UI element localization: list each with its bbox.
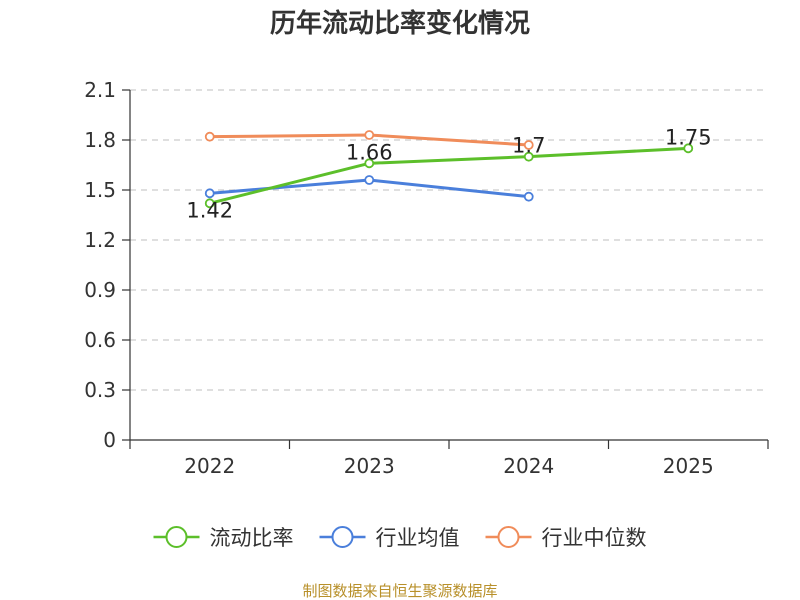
legend-item-3[interactable]: 行业中位数: [485, 526, 647, 550]
data-point: [364, 130, 375, 140]
legend-label: 行业中位数: [542, 526, 647, 550]
y-tick-label: 0.6: [84, 328, 116, 352]
y-tick-label: 1.2: [84, 228, 116, 252]
legend-label: 行业均值: [376, 526, 460, 550]
data-point: [683, 143, 694, 154]
data-label: 1.66: [346, 140, 393, 164]
data-point: [204, 131, 215, 142]
legend[interactable]: 流动比率 行业均值 行业中位数: [153, 526, 647, 550]
y-tick-label: 1.5: [84, 178, 116, 202]
series-layer: [204, 130, 694, 209]
x-tick-label: 2023: [344, 454, 395, 478]
legend-marker-icon: [331, 526, 354, 548]
legend-marker-icon: [165, 526, 188, 548]
data-label: 1.42: [186, 198, 233, 222]
y-tick-label: 1.8: [84, 128, 116, 152]
legend-item-1[interactable]: 流动比率: [153, 526, 294, 550]
data-point: [364, 175, 375, 185]
data-point: [204, 188, 215, 199]
y-tick-label: 2.1: [84, 78, 116, 102]
x-tick-label: 2022: [184, 454, 235, 478]
chart-title: 历年流动比率变化情况: [270, 8, 530, 39]
x-tick-label: 2025: [663, 454, 714, 478]
legend-item-2[interactable]: 行业均值: [319, 526, 460, 550]
y-tick-label: 0: [103, 428, 116, 452]
data-point: [523, 151, 534, 162]
series-3: [204, 130, 534, 150]
grid-lines: [130, 89, 768, 391]
legend-marker-icon: [497, 526, 520, 548]
data-label: 1.7: [512, 134, 545, 158]
data-point: [523, 191, 534, 202]
x-tick-label: 2024: [503, 454, 554, 478]
source-note: 制图数据来自恒生聚源数据库: [302, 582, 497, 600]
axes: 0 0.3 0.6 0.9 1.2 1.5 1.8 2.1 2022 2023 2024 2025: [84, 78, 769, 478]
data-point: [364, 158, 375, 169]
data-label: 1.75: [665, 125, 712, 149]
series-line: [208, 146, 690, 205]
data-point: [204, 198, 215, 209]
legend-label: 流动比率: [210, 526, 294, 550]
y-tick-label: 0.3: [84, 378, 116, 402]
series-2: [204, 175, 534, 202]
y-tick-label: 0.9: [84, 278, 116, 302]
series-1: [204, 143, 694, 209]
data-point: [523, 140, 534, 150]
data-labels: 1.42 1.66 1.7 1.75: [186, 125, 711, 222]
